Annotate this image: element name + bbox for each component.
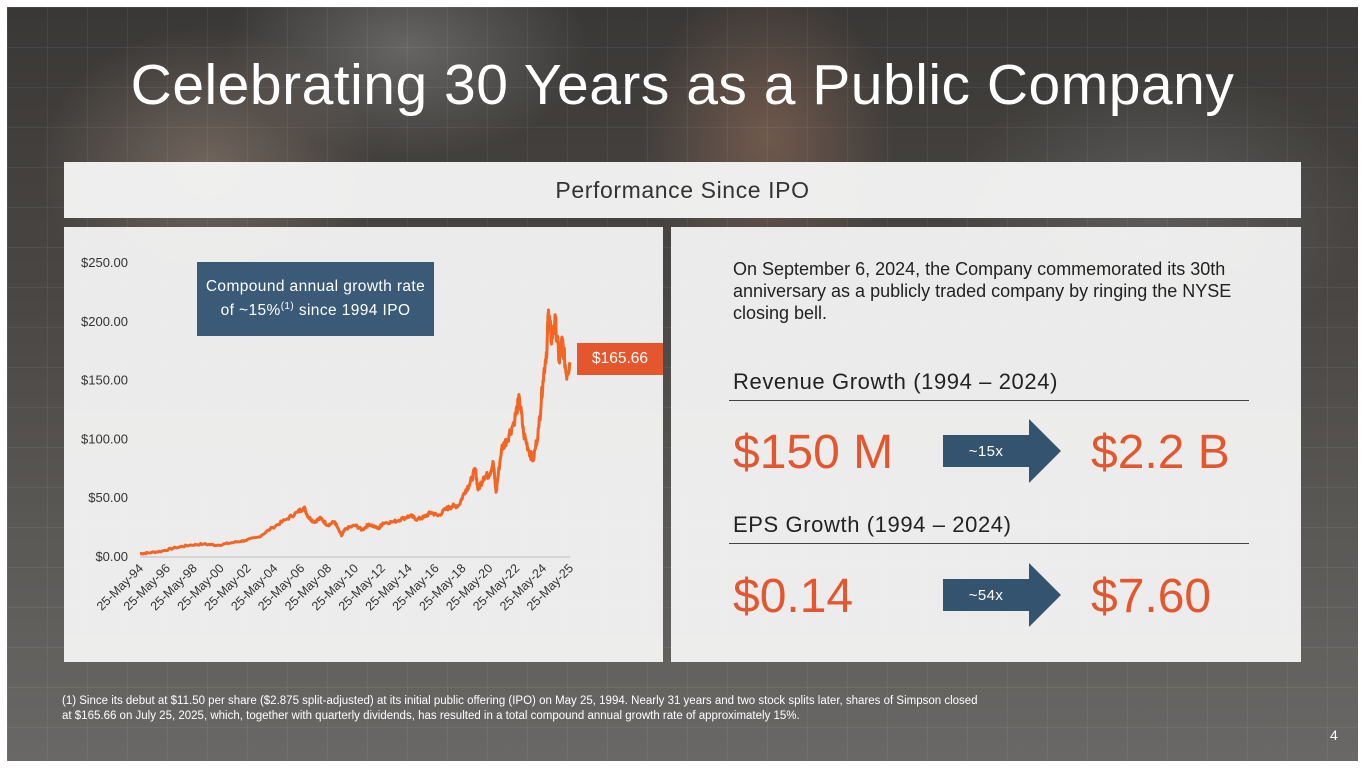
revenue-end-value: $2.2 B [1091, 426, 1230, 479]
footnote-line-2: at $165.66 on July 25, 2025, which, toge… [62, 710, 800, 722]
arrow-right-icon [943, 419, 1061, 483]
arrow-right-icon [943, 563, 1061, 627]
eps-divider [729, 543, 1249, 544]
slide-title: Celebrating 30 Years as a Public Company [130, 53, 1235, 117]
cagr-suffix: since 1994 IPO [294, 302, 411, 320]
eps-start-value: $0.14 [733, 570, 854, 623]
stock-price-chart: $0.00$50.00$100.00$150.00$200.00$250.002… [81, 255, 576, 613]
revenue-multiple-arrow: ~15x [943, 419, 1063, 483]
y-tick-label: $100.00 [81, 431, 128, 446]
y-tick-label: $50.00 [88, 490, 128, 505]
last-price-callout: $165.66 [577, 343, 663, 375]
eps-growth-heading: EPS Growth (1994 – 2024) [733, 512, 1012, 537]
y-tick-label: $0.00 [95, 549, 128, 564]
revenue-growth-heading: Revenue Growth (1994 – 2024) [733, 369, 1058, 394]
cagr-callout: Compound annual growth rate of ~15%(1) s… [197, 262, 434, 336]
footnote: (1) Since its debut at $11.50 per share … [62, 694, 1122, 724]
page-number: 4 [1330, 727, 1338, 743]
revenue-divider [729, 400, 1249, 401]
share-price-line [139, 308, 572, 556]
eps-multiple-label: ~54x [968, 586, 1004, 604]
revenue-start-value: $150 M [733, 426, 894, 479]
y-tick-label: $200.00 [81, 314, 128, 329]
revenue-multiple-label: ~15x [968, 442, 1004, 460]
anniversary-text: On September 6, 2024, the Company commem… [733, 259, 1232, 323]
performance-banner: Performance Since IPO [64, 162, 1301, 218]
y-tick-label: $150.00 [81, 373, 128, 388]
cagr-prefix: Compound annual growth rate of ~15% [205, 277, 426, 320]
y-tick-label: $250.00 [81, 255, 128, 270]
eps-end-value: $7.60 [1091, 570, 1212, 623]
growth-panel: On September 6, 2024, the Company commem… [671, 227, 1301, 662]
chart-panel: $0.00 $50.00 $100.00 $150.00 $200.00 $250.00 2… [64, 227, 663, 662]
cagr-footnote-marker: (1) [280, 300, 295, 312]
footnote-line-1: (1) Since its debut at $11.50 per share … [62, 695, 978, 707]
eps-multiple-arrow: ~54x [943, 563, 1063, 627]
